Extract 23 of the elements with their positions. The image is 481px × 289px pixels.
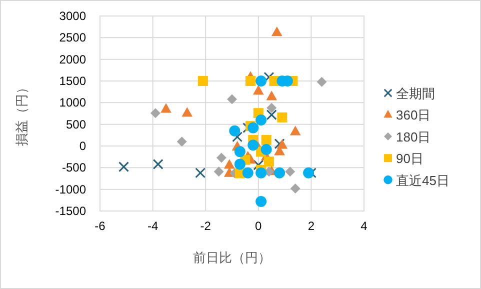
y-tick-label: 0 xyxy=(79,139,86,153)
legend-label: 直近45日 xyxy=(396,172,450,188)
x-tick-label: 0 xyxy=(255,219,262,233)
y-tick-label: -1000 xyxy=(55,182,86,196)
y-tick-label: 1000 xyxy=(59,96,86,110)
y-tick-label: -1500 xyxy=(55,204,86,218)
y-axis-title: 損益（円） xyxy=(14,81,29,146)
x-tick-label: 4 xyxy=(360,219,368,233)
x-tick-label: -6 xyxy=(94,219,106,233)
y-tick-label: 500 xyxy=(66,117,86,132)
x-tick-label: 2 xyxy=(308,219,315,233)
x-tick-label: -2 xyxy=(200,219,212,233)
y-tick-label: 1500 xyxy=(59,74,86,88)
x-axis-title: 前日比（円） xyxy=(193,250,271,265)
legend-label: 90日 xyxy=(396,151,424,166)
legend-label: 180日 xyxy=(396,129,431,144)
legend-label: 360日 xyxy=(396,108,431,123)
y-tick-label: 2500 xyxy=(59,30,86,45)
y-tick-label: 3000 xyxy=(59,9,86,23)
x-tick-label: -4 xyxy=(147,219,158,233)
legend-label: 全期間 xyxy=(396,86,435,101)
y-tick-label: -500 xyxy=(62,160,86,175)
y-tick-label: 2000 xyxy=(59,52,86,66)
